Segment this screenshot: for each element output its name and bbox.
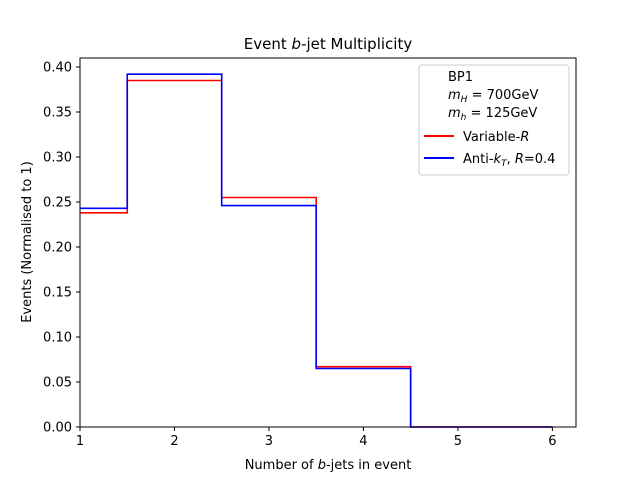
legend-label-variable-r: Variable-R <box>463 130 529 145</box>
y-axis: 0.00 0.05 0.10 0.15 0.20 0.25 0.30 0.35 0.40 <box>43 61 80 436</box>
x-tick-label: 4 <box>359 434 367 449</box>
x-tick-label: 2 <box>170 434 178 449</box>
plot-frame <box>79 57 577 428</box>
y-tick-label: 0.15 <box>43 286 72 301</box>
legend-box <box>418 64 570 176</box>
legend-header-mh: mh = 125GeV <box>448 106 537 123</box>
y-tick-label: 0.05 <box>43 376 72 391</box>
y-tick-label: 0.40 <box>43 61 72 76</box>
series-layer <box>80 73 553 428</box>
legend-label-anti-kt: Anti-kT, R=0.4 <box>463 152 555 169</box>
legend-header-mH: mH = 700GeV <box>448 88 538 105</box>
legend-header-benchmark: BP1 <box>448 70 473 85</box>
x-tick-label: 3 <box>265 434 273 449</box>
y-tick-label: 0.20 <box>43 241 72 256</box>
y-tick-label: 0.00 <box>43 421 72 436</box>
y-tick-label: 0.25 <box>43 196 72 211</box>
chart-title: Event b-jet Multiplicity <box>244 35 413 53</box>
y-axis-label: Events (Normalised to 1) <box>20 161 35 323</box>
x-tick-label: 1 <box>76 434 84 449</box>
legend: BP1 mH = 700GeV mh = 125GeV Variable-R A… <box>418 64 570 176</box>
y-tick-label: 0.30 <box>43 151 72 166</box>
y-tick-label: 0.35 <box>43 106 72 121</box>
x-tick-label: 5 <box>454 434 462 449</box>
x-tick-label: 6 <box>548 434 556 449</box>
x-axis: 1 2 3 4 5 6 <box>76 427 557 449</box>
series-line-anti-kt <box>80 73 553 428</box>
y-tick-label: 0.10 <box>43 331 72 346</box>
x-axis-label: Number of b-jets in event <box>245 458 412 473</box>
